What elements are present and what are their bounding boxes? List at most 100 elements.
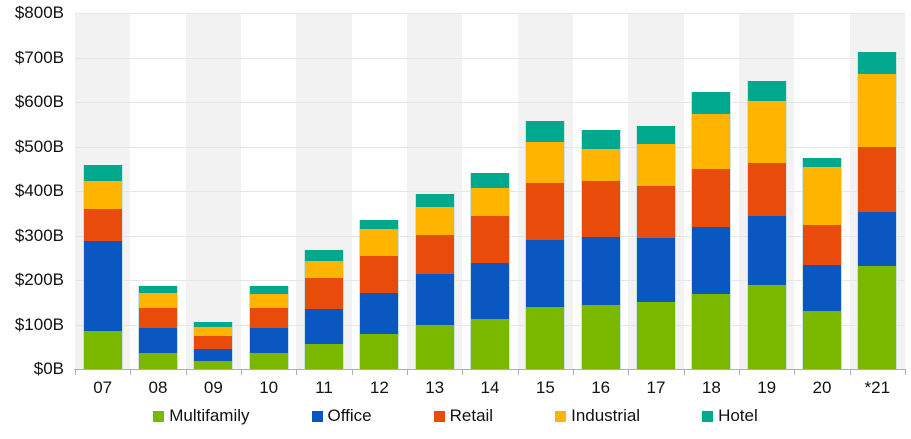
y-tick-label: $400B [14, 181, 64, 200]
legend: Multifamily Office Retail Industrial Hotel [0, 406, 911, 426]
bar-20 [802, 158, 842, 369]
bar-segment-multifamily [360, 334, 399, 369]
bar-segment-retail [526, 183, 565, 240]
bar-17 [636, 126, 676, 369]
x-tick-label: 13 [425, 378, 445, 397]
bar-segment-hotel [305, 250, 343, 261]
bar-segment-retail [305, 278, 343, 309]
bar-segment-multifamily [803, 311, 841, 369]
bar-segment-industrial [83, 181, 122, 209]
legend-item-industrial: Industrial [555, 406, 640, 426]
bar-segment-office [249, 328, 288, 353]
bar-segment-industrial [415, 207, 454, 235]
x-tick-label: *21 [864, 378, 891, 397]
bar-segment-industrial [360, 229, 399, 256]
bar-segment-hotel [249, 286, 288, 294]
bar-segment-office [581, 237, 620, 305]
bar-segment-office [803, 265, 841, 311]
bar-segment-industrial [692, 114, 731, 169]
bar-segment-hotel [360, 220, 399, 229]
bar-segment-hotel [637, 126, 675, 144]
bar-segment-industrial [194, 327, 233, 336]
x-axis-tick [462, 369, 463, 375]
bar-segment-hotel [581, 130, 620, 149]
legend-item-retail: Retail [433, 406, 493, 426]
bar-segment-hotel [526, 121, 565, 142]
bar-segment-industrial [305, 261, 343, 278]
bar-segment-retail [471, 216, 509, 263]
bar-segment-office [637, 238, 675, 302]
legend-label: Industrial [571, 406, 641, 425]
bar-segment-multifamily [692, 294, 731, 369]
bar-segment-industrial [249, 294, 288, 308]
y-tick-label: $200B [14, 270, 64, 289]
y-tick-label: $100B [14, 315, 64, 334]
bar-segment-hotel [803, 158, 841, 167]
x-tick-label: 08 [148, 378, 168, 397]
x-tick-label: 09 [203, 378, 223, 397]
bar-09 [193, 322, 234, 369]
plot-area [75, 13, 905, 369]
bar-18 [691, 92, 732, 369]
bar-12 [359, 220, 400, 369]
bar-15 [525, 121, 566, 369]
x-axis-tick [130, 369, 131, 375]
x-tick-label: 11 [315, 378, 333, 397]
x-tick-label: 15 [535, 378, 555, 397]
legend-label: Multifamily [169, 406, 250, 425]
bar-segment-industrial [803, 167, 841, 225]
bar-segment-office [194, 349, 233, 361]
y-tick-label: $500B [14, 137, 64, 156]
x-tick-label: 19 [757, 378, 777, 397]
bar-14 [470, 173, 510, 369]
x-axis-tick [684, 369, 685, 375]
y-tick-label: $300B [14, 226, 64, 245]
gridline [75, 147, 905, 148]
x-axis-tick [739, 369, 740, 375]
legend-item-multifamily: Multifamily [153, 406, 250, 426]
bar-segment-hotel [858, 52, 897, 74]
bar-segment-office [747, 216, 786, 285]
bar-segment-retail [803, 225, 841, 265]
bar-segment-office [415, 274, 454, 325]
bar-*21 [857, 52, 898, 369]
bar-segment-multifamily [305, 344, 343, 369]
bar-segment-multifamily [526, 307, 565, 369]
bar-segment-industrial [581, 149, 620, 181]
bar-segment-industrial [471, 188, 509, 216]
bar-19 [746, 81, 787, 369]
legend-swatch-retail [433, 410, 445, 422]
x-tick-label: 20 [812, 378, 832, 397]
bar-segment-industrial [858, 74, 897, 147]
y-tick-label: $0B [33, 359, 64, 378]
bar-segment-office [305, 309, 343, 344]
y-tick-label: $800B [14, 3, 64, 22]
bar-segment-retail [360, 256, 399, 293]
bar-segment-hotel [139, 286, 177, 293]
bar-segment-multifamily [581, 305, 620, 369]
x-tick-label: 12 [369, 378, 389, 397]
bar-segment-industrial [139, 293, 177, 308]
bar-segment-industrial [637, 144, 675, 186]
bar-segment-hotel [692, 92, 731, 114]
bar-segment-retail [637, 186, 675, 238]
bar-segment-hotel [471, 173, 509, 188]
bar-segment-multifamily [471, 319, 509, 369]
bar-segment-multifamily [415, 325, 454, 369]
bar-16 [580, 130, 621, 369]
legend-label: Hotel [718, 406, 758, 425]
x-axis-tick [75, 369, 76, 375]
x-tick-label: 07 [93, 378, 113, 397]
x-tick-label: 10 [259, 378, 279, 397]
legend-item-hotel: Hotel [702, 406, 758, 426]
bar-11 [304, 250, 344, 369]
bar-segment-hotel [83, 165, 122, 181]
legend-swatch-office [311, 410, 323, 422]
x-axis-tick [407, 369, 408, 375]
bar-segment-industrial [526, 142, 565, 183]
x-axis-tick [850, 369, 851, 375]
bar-13 [414, 194, 455, 369]
bar-segment-office [83, 241, 122, 331]
bar-segment-retail [415, 235, 454, 274]
